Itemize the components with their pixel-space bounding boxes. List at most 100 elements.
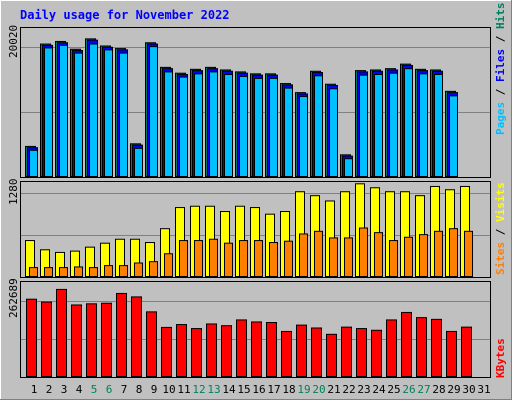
legend-hits: Hits [494, 3, 507, 30]
kbytes-kbytes-bar-24 [371, 329, 382, 377]
visits-legend: Sites / Visits [494, 182, 507, 275]
x-tick-label-15: 15 [237, 383, 250, 396]
visits-sites-bar-23 [359, 227, 368, 277]
kbytes-kbytes-bar-20 [311, 327, 322, 378]
visits-sites-bar-14 [224, 242, 233, 277]
hits-pages-bar-4 [74, 52, 83, 177]
visits-sites-bar-15 [239, 240, 248, 277]
hits-pages-bar-25 [389, 72, 398, 177]
kbytes-kbytes-bar-11 [176, 324, 187, 377]
visits-sites-bar-8 [134, 262, 143, 278]
kbytes-kbytes-bar-5 [86, 303, 97, 378]
legend-kbytes: KBytes [494, 338, 507, 378]
hits-pages-bar-23 [359, 74, 368, 177]
hits-pages-bar-22 [344, 158, 353, 177]
kbytes-kbytes-bar-29 [446, 330, 457, 377]
kbytes-kbytes-bar-2 [41, 301, 52, 377]
kbytes-kbytes-bar-10 [161, 326, 172, 377]
hits-pages-bar-8 [134, 147, 143, 177]
kbytes-kbytes-bar-15 [236, 319, 247, 378]
x-tick-label-11: 11 [177, 383, 190, 396]
hits-pages-bar-18 [284, 87, 293, 177]
legend-visits: Visits [494, 182, 507, 222]
legend-files: Files [494, 49, 507, 82]
x-tick-label-20: 20 [312, 383, 325, 396]
visits-sites-bar-3 [59, 267, 68, 277]
hits-pages-bar-19 [299, 96, 308, 177]
kbytes-kbytes-bar-19 [296, 324, 307, 377]
kbytes-kbytes-bar-16 [251, 321, 262, 377]
visits-sites-bar-7 [119, 265, 128, 277]
kbytes-kbytes-bar-12 [191, 328, 202, 377]
x-tick-label-31: 31 [477, 383, 490, 396]
hits-pages-bar-28 [434, 73, 443, 177]
x-tick-label-2: 2 [46, 383, 53, 396]
kbytes-kbytes-bar-13 [206, 323, 217, 378]
hits-pages-bar-3 [59, 44, 68, 178]
legend-pages: Pages [494, 102, 507, 135]
hits-pages-bar-10 [164, 71, 173, 177]
visits-sites-bar-30 [464, 230, 473, 277]
visits-sites-bar-10 [164, 253, 173, 277]
visits-sites-bar-28 [434, 230, 443, 277]
visits-sites-bar-11 [179, 240, 188, 277]
x-tick-label-6: 6 [106, 383, 113, 396]
x-tick-label-7: 7 [121, 383, 128, 396]
visits-sites-bar-16 [254, 240, 263, 277]
x-tick-label-22: 22 [342, 383, 355, 396]
hits-pages-bar-2 [44, 47, 53, 177]
visits-sites-bar-1 [29, 267, 38, 277]
kbytes-kbytes-bar-8 [131, 296, 142, 378]
hits-pages-bar-26 [404, 68, 413, 177]
visits-sites-bar-29 [449, 228, 458, 277]
hits-pages-bar-1 [29, 149, 38, 178]
x-tick-label-25: 25 [387, 383, 400, 396]
kbytes-kbytes-bar-7 [116, 292, 127, 377]
kbytes-legend: KBytes [494, 338, 507, 378]
kbytes-kbytes-bar-18 [281, 330, 292, 377]
chart-title: Daily usage for November 2022 [20, 8, 230, 22]
hits-pages-bar-13 [209, 71, 218, 177]
kbytes-kbytes-bar-14 [221, 325, 232, 378]
visits-sites-bar-27 [419, 234, 428, 277]
kbytes-kbytes-bar-4 [71, 304, 82, 378]
x-tick-label-21: 21 [327, 383, 340, 396]
visits-sites-bar-4 [74, 266, 83, 278]
visits-sites-bar-25 [389, 240, 398, 277]
kbytes-kbytes-bar-17 [266, 322, 277, 377]
x-tick-label-5: 5 [91, 383, 98, 396]
svg-text:Pages / Files / Hits: Pages / Files / Hits [494, 3, 507, 136]
kbytes-ytick-label: 262689 [7, 278, 20, 318]
svg-text:KBytes: KBytes [494, 338, 507, 378]
legend-sites: Sites [494, 242, 507, 275]
x-tick-label-26: 26 [402, 383, 415, 396]
kbytes-kbytes-bar-22 [341, 326, 352, 378]
hits-pages-bar-16 [254, 77, 263, 177]
visits-sites-bar-17 [269, 242, 278, 278]
kbytes-kbytes-bar-27 [416, 317, 427, 378]
hits-legend: Pages / Files / Hits [494, 3, 507, 136]
hits-pages-bar-15 [239, 75, 248, 177]
x-tick-label-10: 10 [162, 383, 175, 396]
visits-ytick-label: 1280 [7, 179, 20, 206]
kbytes-kbytes-bar-3 [56, 288, 67, 377]
x-tick-label-16: 16 [252, 383, 265, 396]
visits-sites-bar-18 [284, 240, 293, 277]
visits-sites-bar-21 [329, 237, 338, 278]
kbytes-kbytes-bar-1 [26, 298, 37, 377]
hits-pages-bar-21 [329, 88, 338, 177]
hits-pages-bar-12 [194, 73, 203, 177]
visits-sites-bar-24 [374, 232, 383, 277]
kbytes-kbytes-bar-30 [461, 326, 472, 378]
visits-sites-bar-13 [209, 238, 218, 278]
x-tick-label-13: 13 [207, 383, 220, 396]
x-axis-labels: 1 2 3 4 5 6 7 8 9 10 11 12 13 14 15 16 17 18 19 20 21 22 23 24 2… [31, 383, 491, 396]
x-tick-label-19: 19 [297, 383, 310, 396]
visits-sites-bar-2 [44, 267, 53, 277]
hits-pages-bar-29 [449, 95, 458, 177]
visits-sites-bar-6 [104, 265, 113, 277]
x-tick-label-3: 3 [61, 383, 68, 396]
hits-pages-bar-9 [149, 46, 158, 177]
kbytes-kbytes-bar-23 [356, 328, 367, 377]
